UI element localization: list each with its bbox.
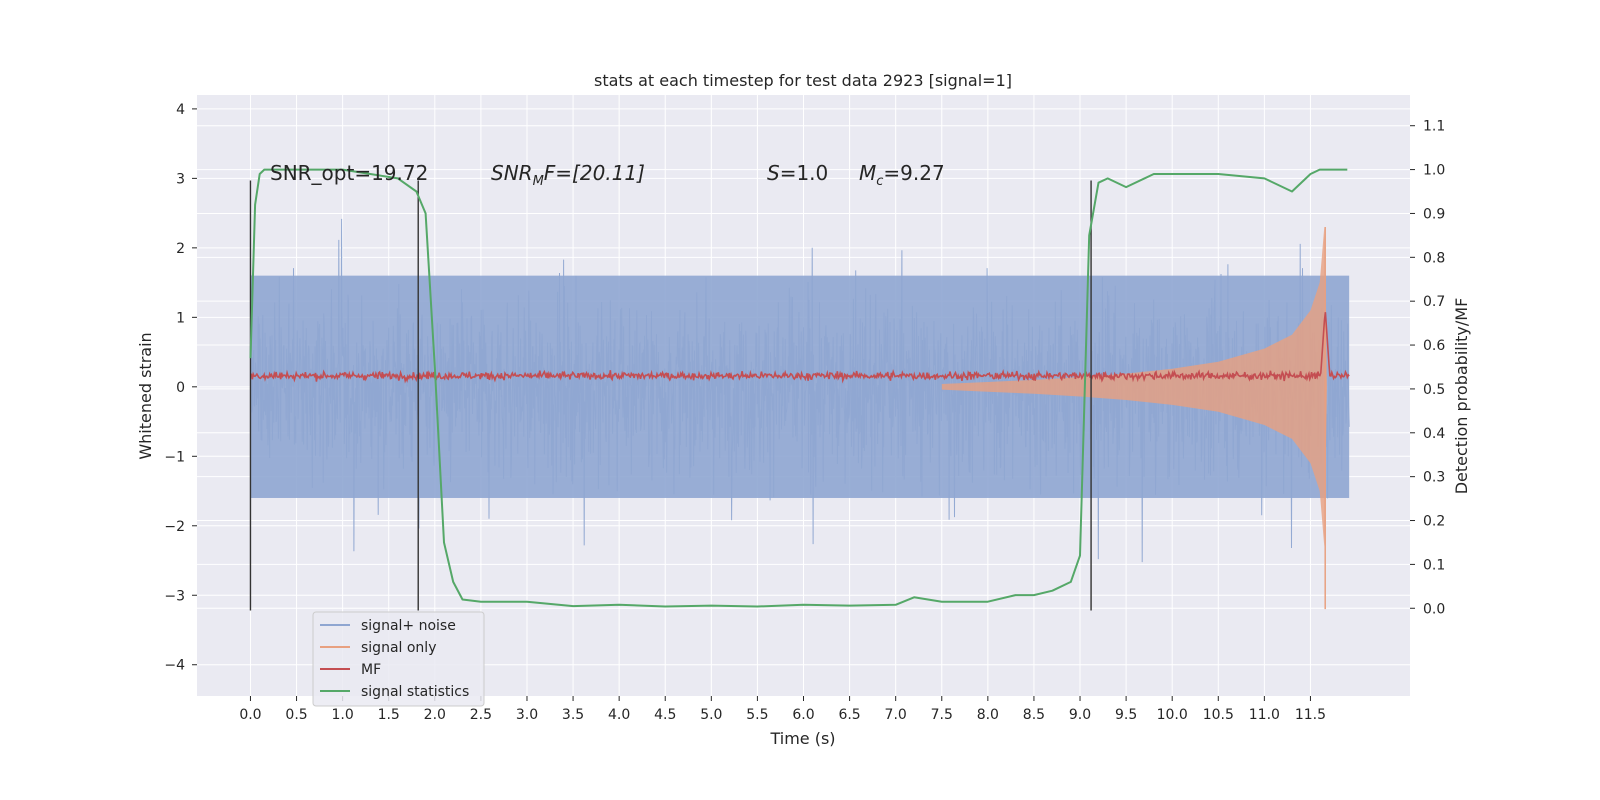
y-tick-label-right: 0.0 xyxy=(1423,601,1445,617)
annotation-s-value: =1.0 xyxy=(780,161,829,185)
y-tick-label-right: 0.1 xyxy=(1423,557,1445,573)
y-tick-label-right: 1.1 xyxy=(1423,119,1445,135)
legend-label-signal-statistics: signal statistics xyxy=(361,684,469,700)
marker-lines xyxy=(249,180,1092,611)
x-tick-label: 11.5 xyxy=(1295,707,1326,723)
annotation-mc-label: M xyxy=(859,161,876,185)
annotation-mc-value: =9.27 xyxy=(883,161,944,185)
y-tick-label-right: 0.8 xyxy=(1423,250,1445,266)
x-tick-label: 3.5 xyxy=(562,707,584,723)
annotation-snr-mf-sub: M xyxy=(533,174,544,189)
series-mf xyxy=(250,312,1350,384)
y-tick-label-left: −2 xyxy=(164,519,185,535)
y-axis-label-left: Whitened strain xyxy=(136,332,155,459)
x-tick-label: 9.0 xyxy=(1069,707,1091,723)
y-tick-label-right: 0.4 xyxy=(1423,426,1445,442)
mf-line xyxy=(250,312,1350,384)
annotation-mc-sub: c xyxy=(876,174,883,189)
y-tick-label-right: 0.2 xyxy=(1423,514,1445,530)
x-tick-label: 7.5 xyxy=(931,707,953,723)
x-tick-label: 2.0 xyxy=(424,707,446,723)
legend-label-signal-only: signal only xyxy=(361,640,436,656)
x-tick-label: 11.0 xyxy=(1249,707,1280,723)
x-tick-label: 7.0 xyxy=(885,707,907,723)
x-tick-label: 5.5 xyxy=(746,707,768,723)
annotation-s: S=1.0 xyxy=(767,161,828,185)
y-tick-label-right: 1.0 xyxy=(1423,163,1445,179)
y-tick-label-left: −4 xyxy=(164,658,185,674)
x-tick-label: 4.0 xyxy=(608,707,630,723)
x-tick-label: 6.0 xyxy=(792,707,814,723)
x-tick-label: 5.0 xyxy=(700,707,722,723)
x-tick-label: 8.0 xyxy=(977,707,999,723)
y-tick-label-left: −1 xyxy=(164,449,185,465)
x-tick-label: 2.5 xyxy=(470,707,492,723)
x-tick-label: 1.0 xyxy=(332,707,354,723)
annotation-snr-mf-suffix: F=[20.11] xyxy=(544,161,645,185)
y-tick-label-right: 0.7 xyxy=(1423,294,1445,310)
legend-label-mf: MF xyxy=(361,662,381,678)
y-tick-label-left: 0 xyxy=(176,380,185,396)
y-ticks-left: −4 −3 −2 −1 0 1 2 3 4 xyxy=(164,102,197,674)
x-tick-label: 10.0 xyxy=(1157,707,1188,723)
x-tick-label: 3.0 xyxy=(516,707,538,723)
x-tick-label: 8.5 xyxy=(1023,707,1045,723)
y-tick-label-right: 0.3 xyxy=(1423,470,1445,486)
x-ticks: 0.0 0.5 1.0 1.5 2.0 2.5 3.0 3.5 4.0 4.5 5.0 5.5 6.0 6… xyxy=(239,696,1326,723)
legend-box xyxy=(312,611,485,707)
x-tick-label: 9.5 xyxy=(1115,707,1137,723)
signal-only-envelope xyxy=(941,227,1327,547)
y-tick-label-left: 4 xyxy=(176,102,185,118)
legend-label-signal-noise: signal+ noise xyxy=(361,618,456,634)
signal-statistics-line xyxy=(249,168,1348,608)
y-tick-label-right: 0.6 xyxy=(1423,338,1445,354)
annotation-s-label: S xyxy=(767,161,780,185)
x-tick-label: 10.5 xyxy=(1203,707,1234,723)
y-ticks-right: 0.0 0.1 0.2 0.3 0.4 0.5 0.6 0.7 0.8 0.9 1.0 1.1 xyxy=(1410,119,1445,617)
legend: signal+ noise signal only MF signal stat… xyxy=(312,611,485,707)
x-axis-label: Time (s) xyxy=(769,729,835,748)
series-signal-statistics xyxy=(249,168,1348,608)
series-signal-only xyxy=(941,227,1327,610)
x-tick-label: 4.5 xyxy=(654,707,676,723)
x-tick-label: 0.0 xyxy=(239,707,261,723)
annotation-snr-mf-prefix: SNR xyxy=(491,161,533,185)
y-tick-label-left: 2 xyxy=(176,241,185,257)
annotation-snr-mf: SNRMF=[20.11] xyxy=(491,161,645,189)
y-tick-label-left: 3 xyxy=(176,171,185,187)
y-tick-label-left: −3 xyxy=(164,588,185,604)
x-tick-label: 0.5 xyxy=(285,707,307,723)
annotations: SNR_opt=19.72 SNRMF=[20.11] S=1.0 Mc=9.2… xyxy=(270,161,945,189)
chart-title: stats at each timestep for test data 292… xyxy=(594,71,1012,90)
annotation-mc: Mc=9.27 xyxy=(859,161,945,189)
y-axis-label-right: Detection probability/MF xyxy=(1452,298,1471,495)
annotation-snr-opt: SNR_opt=19.72 xyxy=(270,161,428,185)
y-tick-label-right: 0.5 xyxy=(1423,382,1445,398)
y-tick-label-left: 1 xyxy=(176,310,185,326)
x-tick-label: 1.5 xyxy=(378,707,400,723)
x-tick-label: 6.5 xyxy=(838,707,860,723)
y-tick-label-right: 0.9 xyxy=(1423,206,1445,222)
